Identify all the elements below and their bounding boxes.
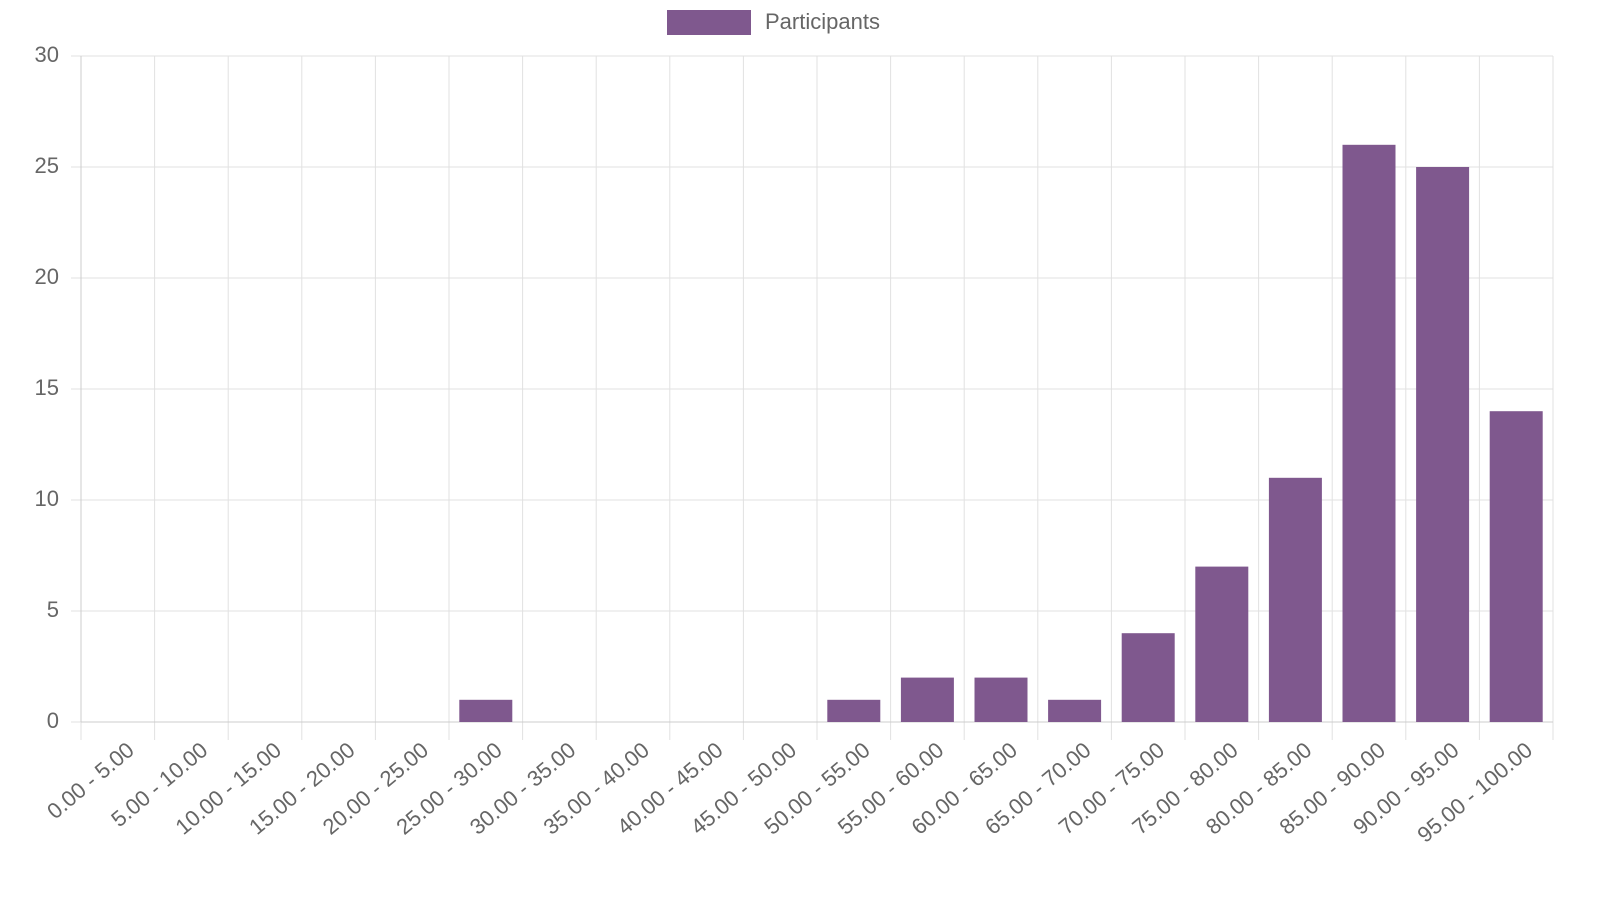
y-tick-label: 20 xyxy=(35,264,59,289)
y-tick-label: 0 xyxy=(47,708,59,733)
bar xyxy=(1416,167,1470,722)
bar xyxy=(1195,566,1249,722)
bar xyxy=(459,699,513,722)
y-tick-label: 15 xyxy=(35,375,59,400)
bar xyxy=(1121,633,1175,722)
bar xyxy=(900,677,954,722)
bar xyxy=(827,699,881,722)
y-tick-label: 25 xyxy=(35,153,59,178)
y-tick-label: 30 xyxy=(35,42,59,67)
legend-swatch xyxy=(667,10,751,35)
bar xyxy=(1048,699,1102,722)
y-tick-label: 5 xyxy=(47,597,59,622)
bar xyxy=(1342,144,1396,723)
bar xyxy=(1489,411,1543,722)
y-tick-label: 10 xyxy=(35,486,59,511)
legend-label: Participants xyxy=(765,9,880,34)
bar xyxy=(974,677,1028,722)
bar xyxy=(1268,477,1322,722)
